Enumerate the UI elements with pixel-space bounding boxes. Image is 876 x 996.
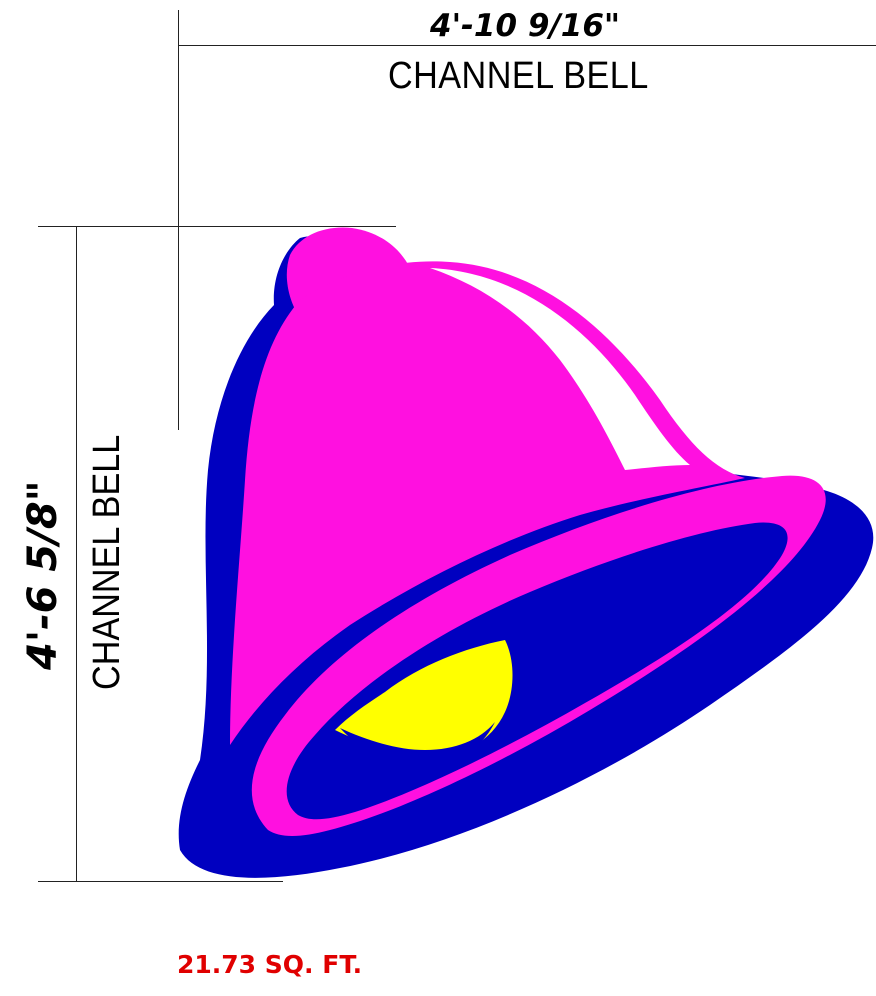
- bell-clapper: [335, 640, 513, 758]
- left-dimension-line: [76, 226, 77, 881]
- top-dimension-line: [178, 45, 876, 46]
- area-label: 21.73 SQ. FT.: [177, 950, 363, 979]
- left-bottom-extension-line: [38, 881, 283, 882]
- width-dimension-label: CHANNEL BELL: [388, 55, 649, 97]
- bell-highlight: [430, 268, 690, 470]
- top-extension-line: [178, 10, 179, 430]
- bell-clapper-shade: [340, 722, 495, 768]
- left-top-extension-line: [38, 226, 396, 227]
- width-dimension-value: 4'-10 9/16": [430, 8, 621, 44]
